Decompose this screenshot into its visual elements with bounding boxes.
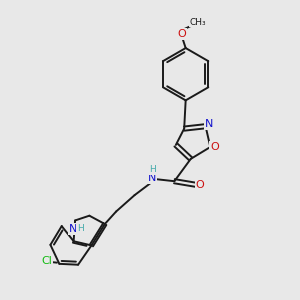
Text: N: N	[205, 119, 213, 129]
Text: Cl: Cl	[41, 256, 52, 266]
Text: O: O	[210, 142, 219, 152]
Text: N: N	[148, 172, 157, 183]
Text: H: H	[77, 224, 84, 233]
Text: N: N	[68, 224, 77, 234]
Text: H: H	[149, 165, 156, 174]
Text: O: O	[196, 180, 204, 190]
Text: CH₃: CH₃	[189, 18, 206, 27]
Text: O: O	[178, 29, 187, 39]
